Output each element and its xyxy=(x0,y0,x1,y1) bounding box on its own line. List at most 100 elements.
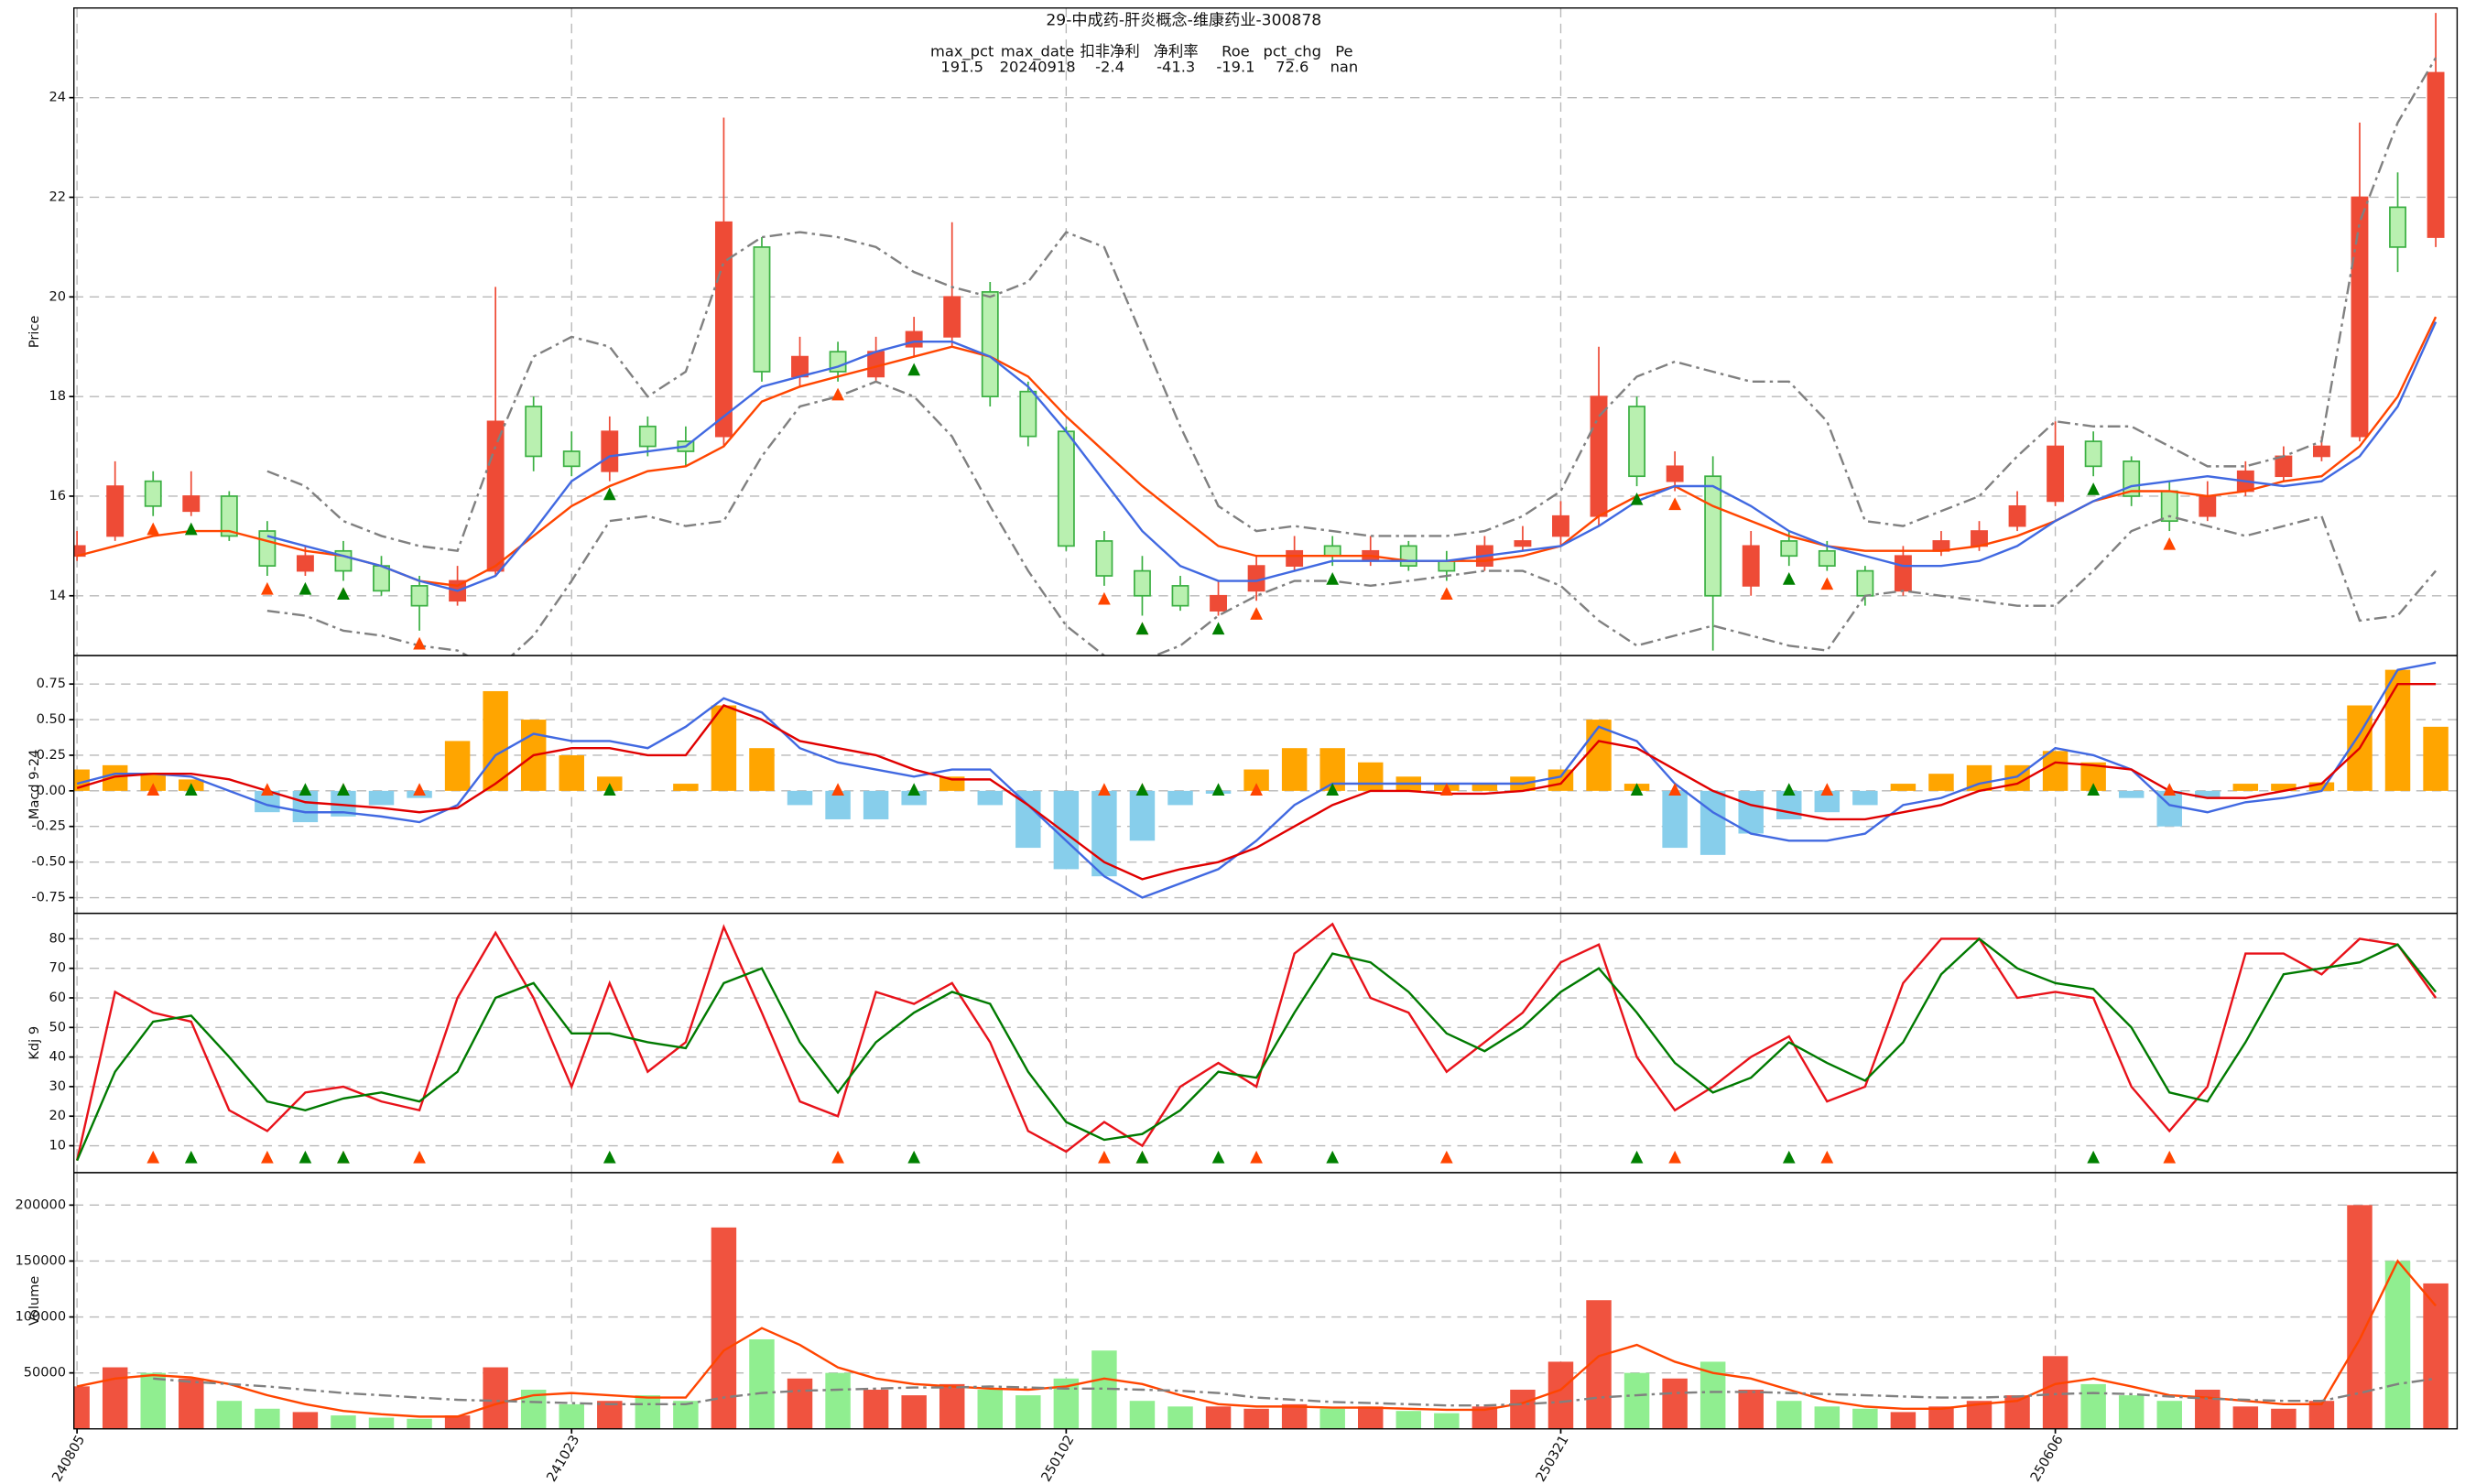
volume-bar xyxy=(444,1415,471,1429)
volume-bar xyxy=(1928,1406,1954,1429)
volume-bar xyxy=(2080,1383,2106,1429)
volume-bar xyxy=(2271,1408,2297,1429)
macd-bar xyxy=(483,690,508,791)
signal-marker xyxy=(337,1150,350,1164)
candle-body xyxy=(1514,540,1532,547)
y-tick-label: 0.00 xyxy=(37,783,66,798)
candle-body xyxy=(2351,196,2369,438)
signal-marker xyxy=(2087,482,2101,495)
y-tick-label: 40 xyxy=(49,1049,67,1065)
volume-bar xyxy=(2308,1401,2335,1429)
candle-body xyxy=(2389,206,2406,248)
signal-marker xyxy=(147,783,160,796)
series-line xyxy=(266,57,2438,553)
signal-marker xyxy=(1668,1150,1681,1164)
header-column: 扣非净利 xyxy=(1080,42,1139,60)
candle-body xyxy=(2084,440,2102,468)
candle-body xyxy=(1286,549,1304,567)
signal-marker xyxy=(603,487,616,501)
signal-marker xyxy=(1250,783,1263,796)
signal-marker xyxy=(147,1150,160,1164)
macd-bar xyxy=(2232,784,2259,791)
candle-body xyxy=(981,291,999,397)
candle-body xyxy=(1818,549,1836,567)
y-tick-label: 60 xyxy=(49,990,67,1005)
volume-bar xyxy=(1623,1372,1650,1429)
candle-body xyxy=(2008,504,2026,527)
y-tick-label: 22 xyxy=(49,189,67,204)
y-tick-label: 0.25 xyxy=(37,747,66,763)
signal-marker xyxy=(831,1150,844,1164)
signal-marker xyxy=(1782,572,1796,585)
candle-body xyxy=(1323,545,1341,558)
candle-body xyxy=(525,406,543,458)
volume-bar xyxy=(863,1389,889,1429)
signal-marker xyxy=(184,1150,198,1164)
series-line xyxy=(76,661,2437,899)
header-column: Pe xyxy=(1335,42,1352,60)
signal-marker xyxy=(1820,783,1834,796)
signal-marker xyxy=(907,1150,921,1164)
volume-bar xyxy=(1395,1411,1422,1429)
header-column: pct_chg xyxy=(1263,42,1320,60)
candle-body xyxy=(1552,515,1569,537)
candle-body xyxy=(486,420,505,572)
macd-bar xyxy=(1167,790,1193,806)
candle-body xyxy=(73,545,86,558)
signal-marker xyxy=(2087,1150,2101,1164)
macd-bar xyxy=(2423,726,2449,791)
macd-bar xyxy=(863,790,889,819)
header-value: 191.5 xyxy=(940,58,983,75)
header-value: -2.4 xyxy=(1095,58,1124,75)
volume-bar xyxy=(1015,1395,1041,1429)
signal-marker xyxy=(2163,536,2177,550)
macd-bar xyxy=(102,764,128,791)
series-line xyxy=(76,682,2437,881)
volume-bar xyxy=(255,1408,280,1429)
header-value: -19.1 xyxy=(1216,58,1254,75)
signal-marker xyxy=(1630,1150,1644,1164)
volume-bar xyxy=(483,1367,508,1429)
volume-bar xyxy=(102,1367,128,1429)
volume-bar xyxy=(216,1401,243,1429)
volume-bar xyxy=(2156,1401,2182,1429)
volume-bar xyxy=(2347,1205,2373,1429)
candle-body xyxy=(2275,455,2293,478)
volume-bar xyxy=(1738,1389,1764,1429)
signal-marker xyxy=(413,1150,426,1164)
signal-marker xyxy=(2087,783,2101,796)
macd-bar xyxy=(2271,784,2297,791)
signal-marker xyxy=(603,783,616,796)
y-tick-label: 0.50 xyxy=(37,711,66,727)
signal-marker xyxy=(1211,622,1225,635)
macd-bar xyxy=(559,754,584,791)
candle-body xyxy=(562,450,581,468)
macd-bar xyxy=(749,748,775,791)
volume-bar xyxy=(787,1378,813,1429)
volume-bar xyxy=(673,1401,699,1429)
y-tick-label: 18 xyxy=(49,388,67,404)
y-axis-label: Macd 9-24 xyxy=(27,750,42,820)
y-tick-label: 70 xyxy=(49,960,67,976)
volume-bar xyxy=(140,1372,166,1429)
macd-bar xyxy=(825,790,851,819)
signal-marker xyxy=(299,783,312,796)
macd-bar xyxy=(787,790,813,806)
candle-body xyxy=(144,480,162,507)
y-tick-label: -0.50 xyxy=(31,854,66,870)
volume-bar xyxy=(2232,1406,2259,1429)
volume-bar xyxy=(825,1372,851,1429)
y-tick-label: 20 xyxy=(49,1108,67,1123)
macd-bar xyxy=(292,790,319,823)
panel-frame xyxy=(73,1172,2459,1430)
candle-body xyxy=(1134,569,1151,597)
signal-marker xyxy=(337,783,350,796)
candle-body xyxy=(220,495,238,537)
volume-bar xyxy=(1890,1412,1917,1429)
candle-body xyxy=(1704,475,1722,597)
signal-marker xyxy=(1782,1150,1796,1164)
signal-marker xyxy=(147,522,160,536)
macd-bar xyxy=(1699,790,1726,855)
y-axis-label: Price xyxy=(27,316,42,349)
